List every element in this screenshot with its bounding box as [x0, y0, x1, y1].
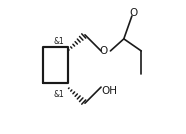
Text: &1: &1: [53, 37, 64, 46]
Text: O: O: [100, 46, 108, 56]
Text: &1: &1: [53, 90, 64, 99]
Text: O: O: [129, 8, 137, 18]
Text: OH: OH: [101, 86, 117, 96]
